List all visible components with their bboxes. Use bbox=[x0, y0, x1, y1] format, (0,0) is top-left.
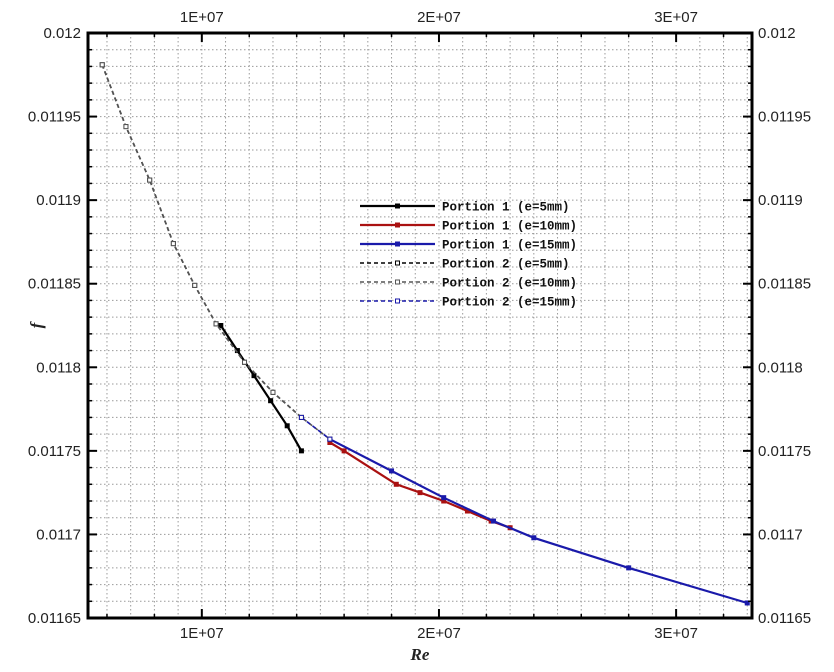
legend-item: Portion 1 (e=10mm) bbox=[360, 220, 577, 234]
y-tick-label-right: 0.0119 bbox=[758, 192, 803, 209]
data-point bbox=[626, 565, 632, 571]
y-tick-label: 0.0119 bbox=[36, 192, 81, 209]
legend-item: Portion 2 (e=15mm) bbox=[360, 296, 577, 310]
legend-label: Portion 2 (e=5mm) bbox=[442, 258, 570, 272]
x-tick-label-top: 2E+07 bbox=[417, 9, 461, 26]
legend-marker bbox=[395, 279, 400, 285]
y-tick-label-right: 0.01175 bbox=[758, 443, 811, 460]
x-tick-label: 2E+07 bbox=[417, 625, 461, 642]
legend-label: Portion 2 (e=15mm) bbox=[442, 296, 577, 310]
data-point bbox=[218, 323, 224, 328]
plot-frame bbox=[86, 31, 754, 620]
data-point bbox=[99, 62, 105, 68]
data-point bbox=[147, 177, 153, 183]
legend-label: Portion 1 (e=10mm) bbox=[442, 220, 577, 234]
y-tick-label-right: 0.01165 bbox=[758, 610, 811, 627]
y-tick-label: 0.01185 bbox=[28, 276, 81, 293]
series-line bbox=[219, 324, 303, 452]
y-tick-label: 0.01175 bbox=[28, 443, 81, 460]
legend-label: Portion 2 (e=10mm) bbox=[442, 277, 577, 291]
series-line bbox=[329, 441, 511, 529]
data-point bbox=[192, 282, 198, 288]
y-tick-label: 0.0118 bbox=[36, 359, 81, 376]
legend-marker bbox=[395, 260, 400, 266]
data-point bbox=[170, 241, 176, 247]
series-6 bbox=[298, 414, 333, 442]
data-point bbox=[531, 535, 537, 541]
legend: Portion 1 (e=5mm) Portion 1 (e=10mm) Porti… bbox=[360, 201, 577, 310]
y-tick-label-right: 0.0118 bbox=[758, 359, 803, 376]
data-point bbox=[491, 518, 497, 524]
series-line bbox=[329, 438, 748, 605]
data-point bbox=[213, 321, 219, 327]
data-point bbox=[298, 414, 304, 420]
ticks: 1E+07 1E+07 2E+07 2E+07 3E+07 3E+07 0.01165 0.0… bbox=[28, 9, 811, 642]
legend-item: Portion 1 (e=5mm) bbox=[360, 201, 570, 215]
data-point bbox=[242, 359, 248, 365]
y-tick-label: 0.01165 bbox=[28, 610, 81, 627]
data-point bbox=[327, 436, 333, 442]
legend-marker bbox=[395, 241, 400, 247]
data-point bbox=[341, 448, 347, 454]
x-tick-label-top: 1E+07 bbox=[180, 9, 224, 26]
y-tick-label: 0.01195 bbox=[28, 109, 81, 126]
x-tick-label: 1E+07 bbox=[180, 625, 224, 642]
series-line bbox=[101, 64, 331, 440]
y-tick-label-right: 0.0117 bbox=[758, 526, 803, 543]
data-point bbox=[744, 600, 750, 606]
grid bbox=[88, 33, 752, 618]
data-point bbox=[268, 398, 274, 404]
y-tick-label: 0.0117 bbox=[36, 526, 81, 543]
legend-marker bbox=[395, 203, 400, 209]
series-layer bbox=[99, 62, 750, 606]
y-axis-title: f bbox=[27, 320, 46, 328]
data-point bbox=[270, 389, 276, 395]
legend-marker bbox=[395, 298, 400, 304]
series-line bbox=[300, 416, 331, 440]
legend-item: Portion 2 (e=5mm) bbox=[360, 258, 570, 272]
x-axis-title: Re bbox=[410, 645, 430, 664]
x-tick-label-top: 3E+07 bbox=[654, 9, 698, 26]
data-point bbox=[389, 468, 395, 474]
y-tick-label-right: 0.01195 bbox=[758, 109, 811, 126]
data-point bbox=[251, 373, 257, 379]
y-tick-label-right: 0.01185 bbox=[758, 276, 811, 293]
y-tick-label: 0.012 bbox=[43, 25, 81, 42]
legend-label: Portion 1 (e=15mm) bbox=[442, 239, 577, 253]
data-point bbox=[417, 490, 423, 496]
data-point bbox=[298, 448, 304, 454]
data-point bbox=[393, 481, 399, 487]
y-tick-label-right: 0.012 bbox=[758, 25, 796, 42]
x-tick-label: 3E+07 bbox=[654, 625, 698, 642]
series-1 bbox=[218, 323, 304, 454]
legend-item: Portion 2 (e=10mm) bbox=[360, 277, 577, 291]
legend-marker bbox=[395, 222, 400, 228]
data-point bbox=[284, 423, 290, 429]
data-point bbox=[441, 495, 447, 501]
legend-item: Portion 1 (e=15mm) bbox=[360, 239, 577, 253]
legend-label: Portion 1 (e=5mm) bbox=[442, 201, 570, 215]
data-point bbox=[123, 124, 129, 130]
